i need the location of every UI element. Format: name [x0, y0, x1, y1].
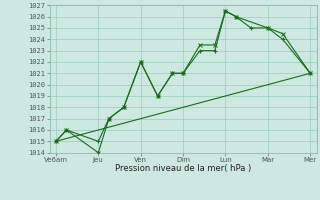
X-axis label: Pression niveau de la mer( hPa ): Pression niveau de la mer( hPa )	[115, 164, 251, 173]
